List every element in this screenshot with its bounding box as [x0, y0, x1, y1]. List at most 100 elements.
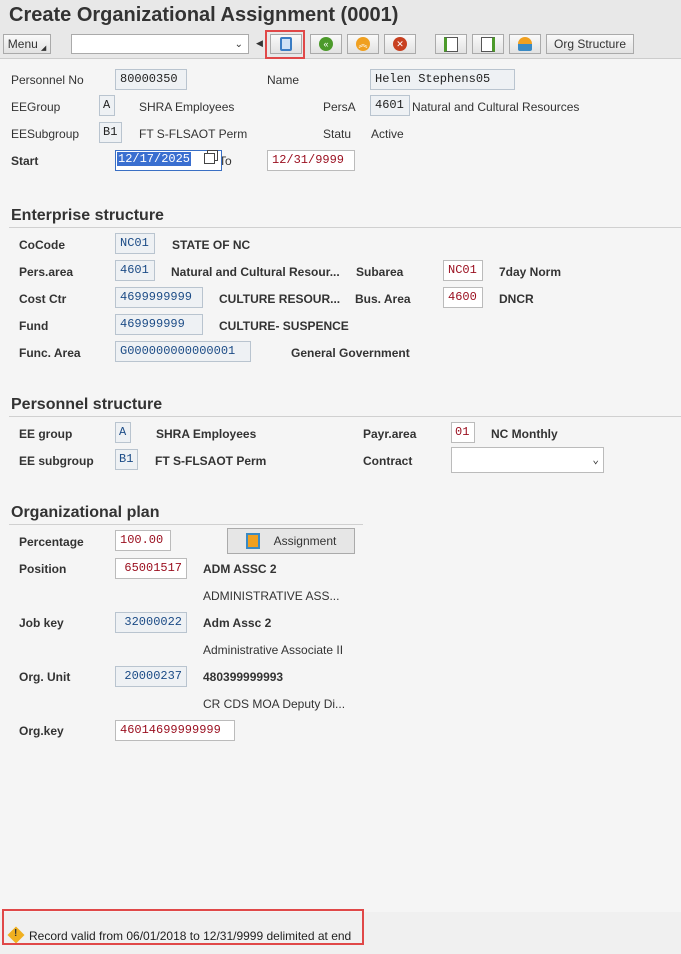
status-value: Active — [371, 127, 404, 141]
divider — [9, 524, 363, 525]
fund-text: CULTURE- SUSPENCE — [219, 319, 349, 333]
ee-subgroup-field[interactable]: B1 — [115, 449, 138, 470]
start-date-field[interactable]: 12/17/2025 — [115, 150, 222, 171]
next-record-icon — [481, 36, 495, 52]
costctr-text: CULTURE RESOUR... — [219, 292, 341, 306]
exit-icon: ︽ — [356, 37, 370, 51]
orgunit-short-text: 480399999993 — [203, 670, 284, 684]
orgkey-field[interactable]: 46014699999999 — [115, 720, 235, 741]
previous-record-icon — [444, 36, 458, 52]
jobkey-short-text: Adm Assc 2 — [203, 616, 272, 630]
subarea-text: 7day Norm — [499, 265, 562, 279]
title-bar — [0, 0, 681, 32]
orgunit-field[interactable]: 20000237 — [115, 666, 187, 687]
copy-icon[interactable] — [204, 153, 215, 164]
start-label: Start — [11, 154, 39, 168]
organizational-plan-heading: Organizational plan — [11, 504, 160, 521]
page-title: Create Organizational Assignment (0001) — [9, 4, 399, 26]
previous-record-button[interactable] — [435, 34, 467, 54]
cocode-text: STATE OF NC — [172, 238, 251, 252]
to-label: To — [219, 154, 232, 168]
collapse-arrow-icon[interactable]: ◀ — [256, 38, 263, 48]
funcarea-text: General Government — [291, 346, 410, 360]
eegroup-label: EEGroup — [11, 100, 61, 114]
command-field[interactable]: ⌄ — [71, 34, 249, 54]
jobkey-field[interactable]: 32000022 — [115, 612, 187, 633]
toolbar: Menu ◢ ⌄ ◀ « ︽ ✕ Org Structure — [0, 32, 681, 59]
funcarea-label: Func. Area — [19, 346, 81, 360]
position-short-text: ADM ASSC 2 — [203, 562, 277, 576]
assignment-icon — [245, 533, 260, 549]
ee-group-text: SHRA Employees — [156, 427, 257, 441]
personnel-no-label: Personnel No — [11, 73, 84, 87]
jobkey-label: Job key — [19, 616, 64, 630]
save-icon — [280, 37, 292, 51]
cocode-label: CoCode — [19, 238, 65, 252]
exit-button[interactable]: ︽ — [347, 34, 379, 54]
subarea-field[interactable]: NC01 — [443, 260, 483, 281]
assignment-button[interactable]: Assignment — [227, 528, 355, 554]
funcarea-field[interactable]: G000000000000001 — [115, 341, 251, 362]
chevron-down-icon: ⌄ — [234, 38, 243, 50]
save-button[interactable] — [270, 34, 302, 54]
ee-group-field[interactable]: A — [115, 422, 131, 443]
personnel-structure-heading: Personnel structure — [11, 396, 163, 413]
ee-subgroup-label: EE subgroup — [19, 454, 94, 468]
persarea-field[interactable]: 4601 — [115, 260, 155, 281]
status-message[interactable]: Record valid from 06/01/2018 to 12/31/99… — [29, 929, 352, 943]
position-long-text: ADMINISTRATIVE ASS... — [203, 589, 340, 603]
contract-select[interactable]: ⌄ — [451, 447, 604, 473]
orgunit-long-text: CR CDS MOA Deputy Di... — [203, 697, 346, 711]
warning-mark: ! — [14, 928, 18, 939]
end-date-field[interactable]: 12/31/9999 — [267, 150, 355, 171]
chevron-down-icon: ⌄ — [592, 455, 599, 467]
overview-button[interactable] — [509, 34, 541, 54]
jobkey-long-text: Administrative Associate II — [203, 643, 344, 657]
status-bar — [0, 912, 681, 954]
fund-field[interactable]: 469999999 — [115, 314, 203, 335]
position-field[interactable]: 65001517 — [115, 558, 187, 579]
percentage-field[interactable]: 100.00 — [115, 530, 171, 551]
name-label: Name — [267, 73, 300, 87]
percentage-label: Percentage — [19, 535, 84, 549]
busarea-field[interactable]: 4600 — [443, 287, 483, 308]
eegroup-text: SHRA Employees — [139, 100, 235, 114]
eegroup-field[interactable]: A — [99, 95, 115, 116]
org-structure-button[interactable]: Org Structure — [546, 34, 634, 54]
menu-button[interactable]: Menu ◢ — [3, 34, 51, 54]
overview-icon — [518, 37, 532, 51]
eesubgroup-label: EESubgroup — [11, 127, 80, 141]
contract-label: Contract — [363, 454, 413, 468]
status-highlight — [2, 909, 364, 945]
save-highlight — [265, 30, 305, 59]
persa-label: PersA — [323, 100, 356, 114]
back-button[interactable]: « — [310, 34, 342, 54]
divider — [9, 227, 681, 228]
persa-field[interactable]: 4601 — [370, 95, 410, 116]
next-record-button[interactable] — [472, 34, 504, 54]
payrarea-field[interactable]: 01 — [451, 422, 475, 443]
ee-group-label: EE group — [19, 427, 73, 441]
position-label: Position — [19, 562, 67, 576]
subarea-label: Subarea — [356, 265, 404, 279]
eesubgroup-text: FT S-FLSAOT Perm — [139, 127, 248, 141]
cancel-button[interactable]: ✕ — [384, 34, 416, 54]
ee-subgroup-text: FT S-FLSAOT Perm — [155, 454, 267, 468]
fund-label: Fund — [19, 319, 49, 333]
busarea-text: DNCR — [499, 292, 534, 306]
menu-arrow-icon: ◢ — [40, 45, 47, 52]
eesubgroup-field[interactable]: B1 — [99, 122, 122, 143]
cocode-field[interactable]: NC01 — [115, 233, 155, 254]
payrarea-label: Payr.area — [363, 427, 417, 441]
payrarea-text: NC Monthly — [491, 427, 558, 441]
orgunit-label: Org. Unit — [19, 670, 71, 684]
name-field[interactable]: Helen Stephens05 — [370, 69, 515, 90]
personnel-no-field[interactable]: 80000350 — [115, 69, 187, 90]
persa-text: Natural and Cultural Resources — [412, 100, 580, 114]
enterprise-structure-heading: Enterprise structure — [11, 207, 164, 224]
persarea-text: Natural and Cultural Resour... — [171, 265, 340, 279]
busarea-label: Bus. Area — [355, 292, 411, 306]
status-label: Statu — [323, 127, 352, 141]
costctr-field[interactable]: 4699999999 — [115, 287, 203, 308]
costctr-label: Cost Ctr — [19, 292, 67, 306]
